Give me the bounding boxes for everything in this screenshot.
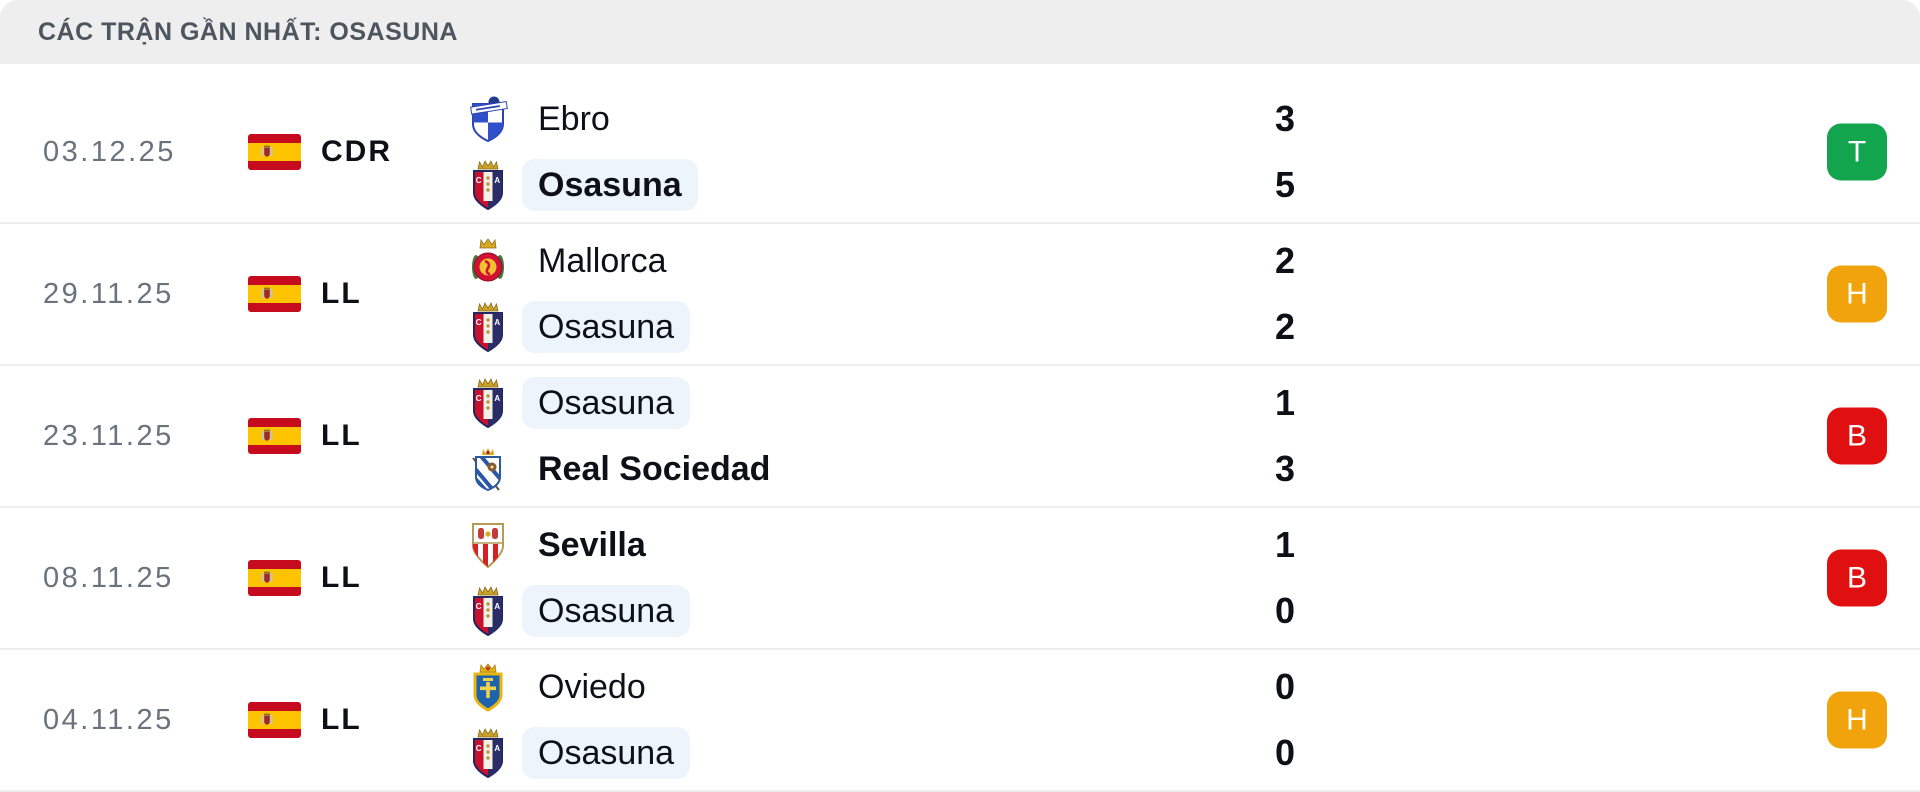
team-score: 1 <box>1274 524 1296 565</box>
team-score: 0 <box>1274 732 1296 773</box>
svg-text:A: A <box>494 394 500 403</box>
match-date: 03.12.25 <box>43 135 176 168</box>
team-name: Osasuna <box>522 159 698 211</box>
competition-code: LL <box>321 277 362 310</box>
svg-text:C: C <box>476 176 482 185</box>
svg-text:A: A <box>494 176 500 185</box>
result-badge: B <box>1827 549 1887 607</box>
team-row-away: Real Sociedad 3 <box>466 443 1386 495</box>
result-badge: H <box>1827 265 1887 323</box>
spain-flag-icon <box>248 418 301 454</box>
match-date: 08.11.25 <box>43 561 174 594</box>
svg-text:A: A <box>494 744 500 753</box>
svg-text:C: C <box>476 602 482 611</box>
spain-flag-icon <box>248 276 301 312</box>
team-score: 3 <box>1274 448 1296 489</box>
team-name: Osasuna <box>522 301 691 353</box>
team-name: Sevilla <box>538 525 646 564</box>
result-badge: H <box>1827 691 1887 749</box>
real-sociedad-logo-icon <box>466 443 510 495</box>
svg-text:C: C <box>476 394 482 403</box>
team-name: Real Sociedad <box>538 449 771 488</box>
spain-flag-icon <box>248 702 301 738</box>
team-score: 0 <box>1274 666 1296 707</box>
team-name: Ebro <box>538 99 610 138</box>
team-score: 1 <box>1274 382 1296 423</box>
team-name: Mallorca <box>538 241 667 280</box>
match-date: 04.11.25 <box>43 703 174 736</box>
result-badge: T <box>1827 123 1887 181</box>
spain-flag-icon <box>248 134 301 170</box>
card-title: CÁC TRẬN GẦN NHẤT: OSASUNA <box>38 17 458 46</box>
spain-flag-icon <box>248 560 301 596</box>
competition-code: LL <box>321 703 362 736</box>
team-name: Osasuna <box>522 727 691 779</box>
oviedo-logo-icon <box>466 661 510 713</box>
team-score: 0 <box>1274 590 1296 631</box>
result-badge: B <box>1827 407 1887 465</box>
svg-text:A: A <box>494 602 500 611</box>
card-header: CÁC TRẬN GẦN NHẤT: OSASUNA <box>0 0 1920 64</box>
svg-text:A: A <box>494 318 500 327</box>
match-date: 23.11.25 <box>43 419 174 452</box>
mallorca-logo-icon <box>466 235 510 287</box>
team-score: 5 <box>1274 164 1296 205</box>
team-name: Oviedo <box>538 667 646 706</box>
team-score: 2 <box>1274 306 1296 347</box>
svg-text:C: C <box>476 318 482 327</box>
team-row-home: Ebro 3 <box>466 93 1386 145</box>
competition-code: LL <box>321 419 362 452</box>
team-score: 3 <box>1274 98 1296 139</box>
team-row-home: Mallorca 2 <box>466 235 1386 287</box>
ebro-logo-icon <box>466 93 510 145</box>
svg-text:C: C <box>476 744 482 753</box>
competition-code: CDR <box>321 135 392 168</box>
team-row-home: Oviedo 0 <box>466 661 1386 713</box>
team-score: 2 <box>1274 240 1296 281</box>
competition-code: LL <box>321 561 362 594</box>
match-date: 29.11.25 <box>43 277 174 310</box>
team-name: Osasuna <box>522 585 691 637</box>
team-name: Osasuna <box>522 377 691 429</box>
sevilla-logo-icon <box>466 519 510 571</box>
team-row-home: Sevilla 1 <box>466 519 1386 571</box>
